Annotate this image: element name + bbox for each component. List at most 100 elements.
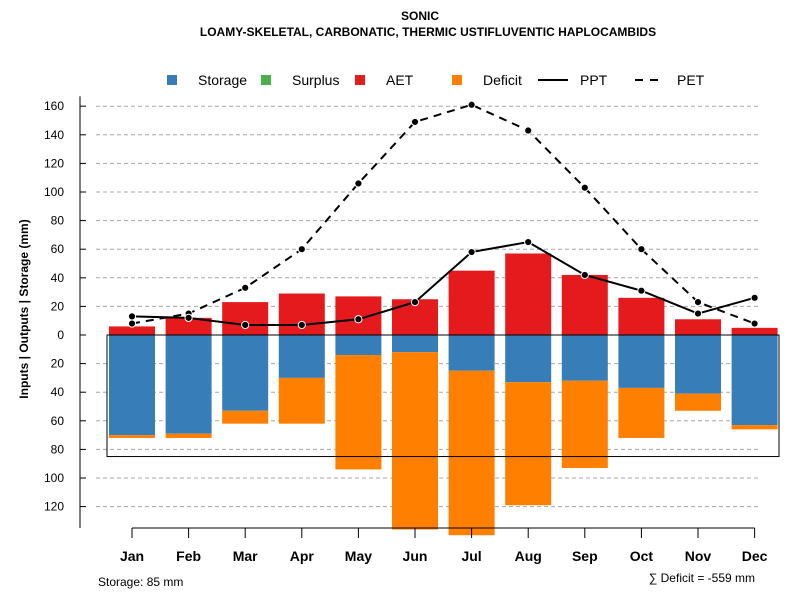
deficit-bar-mar	[222, 410, 269, 424]
legend-label-pet: PET	[677, 72, 705, 88]
ppt-point	[524, 237, 533, 247]
aet-bar-mar	[222, 302, 269, 335]
pet-point	[354, 179, 363, 188]
x-tick-label: Apr	[290, 548, 315, 564]
storage-bar-dec	[731, 335, 778, 426]
storage-bar-oct	[618, 335, 665, 388]
x-tick-label: Aug	[515, 548, 542, 564]
axes: 160 140 120 100 80 60 40 20 0 20 40 60 80 100 120 Jan Fe…	[44, 96, 768, 564]
deficit-bar-nov	[675, 393, 721, 411]
y-tick-label: 60	[51, 414, 65, 428]
legend-label-surplus: Surplus	[292, 72, 339, 88]
y-tick-label: 40	[51, 271, 65, 285]
legend: Storage Surplus AET Deficit PPT PET	[167, 72, 705, 88]
deficit-bar-dec	[731, 425, 778, 430]
storage-bar-mar	[222, 335, 269, 411]
aet-bar-dec	[731, 327, 778, 335]
pet-point	[297, 245, 306, 254]
legend-swatch-deficit	[452, 75, 462, 85]
storage-bar-jul	[448, 335, 495, 371]
y-tick-label: 100	[44, 471, 64, 485]
y-tick-label: 0	[57, 328, 64, 342]
pet-point	[580, 183, 589, 192]
chart-subtitle: LOAMY-SKELETAL, CARBONATIC, THERMIC USTI…	[200, 25, 656, 39]
x-tick-label: Nov	[685, 548, 712, 564]
x-tick-label: May	[345, 548, 372, 564]
chart-title: SONIC	[401, 9, 439, 23]
pet-point	[750, 319, 759, 328]
ppt-point	[184, 313, 193, 322]
x-tick-label: Jan	[120, 548, 144, 564]
x-tick-label: Oct	[630, 548, 654, 564]
y-axis-label: Inputs | Outputs | Storage (mm)	[17, 219, 31, 398]
x-tick-label: Feb	[176, 548, 201, 564]
ppt-point	[467, 247, 476, 257]
legend-label-ppt: PPT	[580, 72, 608, 88]
ppt-point	[580, 270, 589, 280]
series-lines	[127, 100, 759, 330]
y-tick-label: 120	[44, 156, 64, 170]
pet-line	[131, 103, 755, 325]
ppt-point	[637, 286, 646, 295]
storage-bar-nov	[675, 335, 721, 394]
storage-bar-jun	[392, 335, 438, 353]
deficit-bar-jun	[392, 352, 438, 530]
aet-bar-sep	[561, 274, 608, 335]
storage-bar-jan	[109, 335, 155, 436]
pet-point	[467, 100, 476, 109]
ppt-point	[750, 293, 759, 302]
ppt-point	[693, 309, 703, 318]
legend-swatch-aet	[355, 75, 365, 85]
pet-point	[410, 117, 420, 127]
pet-point	[693, 298, 703, 307]
storage-footnote: Storage: 85 mm	[98, 575, 183, 589]
y-tick-label: 140	[44, 128, 64, 142]
ppt-point	[127, 312, 137, 321]
deficit-bar-aug	[505, 382, 552, 506]
deficit-bar-jan	[109, 435, 155, 438]
storage-bar-may	[335, 335, 382, 356]
legend-swatch-surplus	[261, 75, 271, 85]
legend-label-aet: AET	[386, 72, 414, 88]
ppt-point	[297, 320, 306, 330]
y-tick-label: 160	[44, 99, 64, 113]
ppt-point	[354, 315, 363, 324]
aet-bar-aug	[505, 253, 552, 335]
deficit-total-footnote: ∑ Deficit = -559 mm	[649, 571, 755, 585]
x-tick-label: Mar	[233, 548, 258, 564]
deficit-bar-apr	[278, 377, 325, 424]
ppt-point	[410, 298, 420, 307]
deficit-bar-sep	[561, 380, 608, 468]
ppt-line	[131, 241, 755, 326]
storage-bar-feb	[165, 335, 212, 434]
aet-bar-feb	[165, 317, 212, 335]
y-tick-label: 80	[51, 214, 65, 228]
legend-swatch-storage	[167, 75, 177, 85]
legend-label-deficit: Deficit	[483, 72, 522, 88]
x-tick-label: Jun	[403, 548, 428, 564]
storage-bar-apr	[278, 335, 325, 378]
deficit-bar-feb	[165, 433, 212, 438]
storage-bar-aug	[505, 335, 552, 383]
pet-point	[241, 283, 250, 292]
pet-point	[127, 319, 137, 328]
aet-bar-nov	[675, 319, 721, 335]
y-tick-label: 80	[51, 442, 65, 456]
x-tick-label: Sep	[572, 548, 598, 564]
aet-bar-jan	[109, 326, 155, 335]
y-tick-label: 120	[44, 500, 64, 514]
x-tick-label: Jul	[461, 548, 481, 564]
deficit-bar-may	[335, 355, 382, 470]
deficit-bar-jul	[448, 370, 495, 536]
y-tick-label: 20	[51, 357, 65, 371]
bars	[106, 253, 780, 536]
y-tick-label: 60	[51, 242, 65, 256]
ppt-point	[241, 320, 250, 330]
aet-bar-oct	[618, 297, 665, 335]
y-tick-label: 20	[51, 299, 65, 313]
legend-label-storage: Storage	[198, 72, 247, 88]
x-tick-label: Dec	[742, 548, 768, 564]
y-tick-label: 40	[51, 385, 65, 399]
aet-bar-jul	[448, 270, 495, 335]
